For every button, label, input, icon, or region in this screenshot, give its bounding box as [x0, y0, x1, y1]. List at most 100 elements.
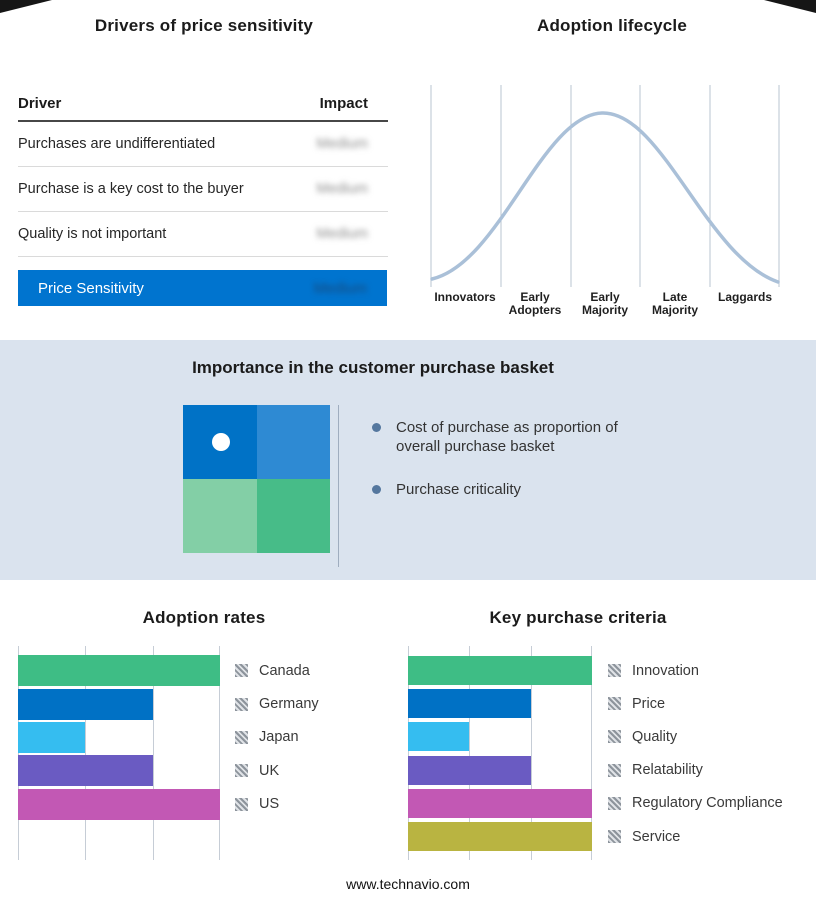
legend-item: Innovation — [608, 654, 783, 687]
legend-swatch-icon — [235, 664, 248, 678]
impact-value: Medium — [316, 136, 368, 152]
legend-swatch-icon — [608, 796, 621, 810]
purchase-criteria-legend: Innovation Price Quality Relatability Regula… — [608, 654, 783, 853]
legend-item: Quality — [608, 720, 783, 753]
drivers-table-header: Driver Impact — [18, 90, 388, 122]
quadrant-cell-bottom-left — [183, 479, 257, 553]
bar-us — [18, 788, 220, 820]
bar-price — [408, 689, 531, 719]
bar-row — [18, 654, 220, 687]
impact-value: Medium — [316, 181, 368, 197]
column-driver: Driver — [18, 95, 62, 112]
lifecycle-panel: Adoption lifecycle Innovators Early Adopt… — [408, 0, 816, 340]
legend-swatch-icon — [608, 730, 621, 744]
legend-swatch-icon — [235, 697, 248, 711]
bar-row — [18, 788, 220, 821]
drivers-panel: Drivers of price sensitivity Driver Impa… — [0, 0, 408, 340]
purchase-basket-section: Importance in the customer purchase bask… — [0, 340, 816, 580]
driver-name: Purchase is a key cost to the buyer — [18, 181, 244, 197]
column-impact: Impact — [319, 95, 368, 112]
adoption-rates-title: Adoption rates — [142, 608, 266, 627]
bar-canada — [18, 655, 220, 687]
impact-value: Medium — [316, 226, 368, 242]
footer-url: www.technavio.com — [346, 876, 470, 892]
lifecycle-chart — [430, 85, 780, 287]
lifecycle-stage-label: Early Majority — [581, 290, 628, 317]
legend-label: Regulatory Compliance — [632, 795, 783, 812]
corner-mark-right-icon — [764, 0, 816, 13]
bar-uk — [18, 755, 153, 787]
chart-gridline — [85, 646, 87, 860]
legend-item: Canada — [235, 654, 319, 687]
lifecycle-chart-svg — [430, 85, 780, 287]
driver-row: Quality is not important Medium — [18, 212, 388, 257]
purchase-criteria-title: Key purchase criteria — [489, 608, 667, 627]
bar-row — [408, 820, 592, 853]
lifecycle-stage-label: Early Adopters — [508, 290, 562, 317]
legend-item: Japan — [235, 721, 319, 754]
price-sensitivity-label: Price Sensitivity — [38, 279, 144, 297]
purchase-criteria-plot — [408, 646, 592, 860]
lifecycle-stage-label: Late Majority — [651, 290, 698, 317]
quadrant-marker-dot — [212, 433, 230, 451]
chart-gridline — [18, 646, 19, 860]
bullet-text: Cost of purchase as proportion of overal… — [396, 419, 618, 455]
quadrant-axis-line — [338, 405, 339, 567]
top-section: Drivers of price sensitivity Driver Impa… — [0, 0, 816, 340]
bar-relatability — [408, 755, 531, 785]
bar-row — [18, 754, 220, 787]
legend-label: Innovation — [632, 662, 699, 679]
bar-row — [408, 654, 592, 687]
drivers-title: Drivers of price sensitivity — [94, 16, 314, 35]
quadrant-cell-bottom-right — [256, 479, 330, 553]
legend-swatch-icon — [608, 664, 621, 678]
driver-row: Purchases are undifferentiated Medium — [18, 122, 388, 167]
basket-bullet-item: Purchase criticality — [372, 480, 640, 499]
legend-swatch-icon — [608, 763, 621, 777]
lifecycle-bell-curve — [430, 111, 780, 284]
legend-item: Germany — [235, 687, 319, 720]
bar-row — [408, 687, 592, 720]
legend-item: UK — [235, 754, 319, 787]
basket-bullet-item: Cost of purchase as proportion of overal… — [372, 418, 640, 456]
purchase-criteria-panel: Key purchase criteria Innovation Price Qua… — [408, 580, 816, 902]
chart-gridline — [152, 646, 154, 860]
driver-name: Purchases are undifferentiated — [18, 136, 216, 152]
bullet-text: Purchase criticality — [396, 481, 522, 498]
legend-item: Relatability — [608, 754, 783, 787]
chart-gridline — [408, 646, 409, 860]
chart-bars — [408, 654, 592, 853]
lifecycle-stage-label: Innovators — [434, 290, 496, 304]
legend-swatch-icon — [608, 697, 621, 711]
legend-label: US — [259, 796, 280, 813]
chart-gridline — [469, 646, 471, 860]
bar-row — [18, 687, 220, 720]
legend-swatch-icon — [235, 764, 248, 778]
bar-quality — [408, 722, 470, 752]
bar-row — [18, 721, 220, 754]
lifecycle-title: Adoption lifecycle — [536, 16, 687, 35]
bar-row — [408, 720, 592, 753]
bullet-icon — [372, 485, 381, 494]
corner-mark-left-icon — [0, 0, 52, 13]
legend-swatch-icon — [608, 830, 621, 844]
chart-gridline — [591, 646, 592, 860]
price-sensitivity-value: Medium — [313, 279, 367, 297]
bar-row — [408, 754, 592, 787]
basket-quadrant — [183, 405, 330, 553]
legend-swatch-icon — [235, 797, 248, 811]
bar-innovation — [408, 656, 592, 686]
legend-label: Germany — [259, 696, 319, 713]
legend-item: Service — [608, 820, 783, 853]
chart-bars — [18, 654, 220, 821]
basket-bullets: Cost of purchase as proportion of overal… — [372, 418, 640, 523]
adoption-rates-legend: Canada Germany Japan UK US — [235, 654, 319, 821]
driver-row: Purchase is a key cost to the buyer Mediu… — [18, 167, 388, 212]
adoption-rates-plot — [18, 646, 220, 860]
quadrant-cell-top-right — [256, 405, 330, 479]
bullet-icon — [372, 423, 381, 432]
adoption-rates-panel: Adoption rates Canada Germany Japan UK US — [0, 580, 408, 902]
bar-service — [408, 822, 592, 852]
legend-swatch-icon — [235, 730, 248, 744]
legend-label: Relatability — [632, 762, 703, 779]
